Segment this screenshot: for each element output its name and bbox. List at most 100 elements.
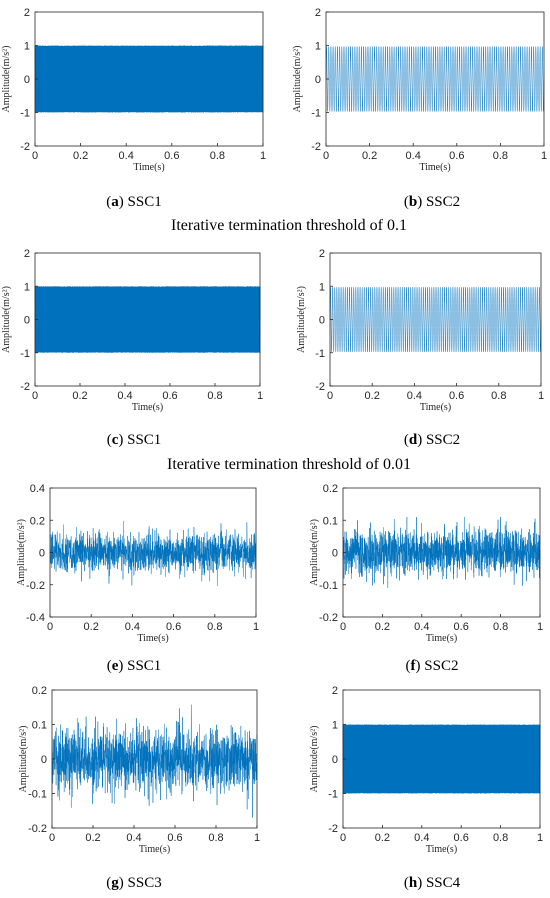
x-tick-label-d-0: 0	[327, 390, 333, 402]
x-tick-label-h-2: 0.4	[414, 832, 429, 844]
caption-a: (a) SSC1	[106, 194, 161, 210]
caption-c: (c) SSC1	[107, 432, 162, 448]
caption-text-d: ) SSC2	[417, 432, 460, 448]
caption-letter-e: e	[112, 658, 119, 674]
y-axis-label-b: Amplitude(m/s²)	[292, 46, 303, 113]
x-tick-label-d-5: 1	[538, 390, 544, 402]
y-tick-label-b-1: -1	[311, 108, 321, 120]
x-tick-label-c-1: 0.2	[72, 390, 87, 402]
caption-letter-f: f	[411, 658, 417, 674]
chart-d: 0 0.2 0.4 0.6 0.8 1 -2 -1 0 1 2 Time(s) Amplitude(m/…	[296, 248, 544, 448]
y-axis-label-e: Amplitude(m/s²)	[16, 519, 27, 586]
y-tick-label-e-2: 0	[39, 548, 45, 560]
x-tick-label-a-1: 0.2	[73, 150, 88, 162]
x-tick-label-b-0: 0	[323, 150, 329, 162]
chart-b: 0 0.2 0.4 0.6 0.8 1 -2 -1 0 1 2 Time(s) Amplitude(m/…	[292, 7, 547, 210]
x-tick-label-c-2: 0.4	[117, 390, 132, 402]
y-tick-label-f-3: 0.1	[323, 515, 338, 527]
y-tick-label-g-3: 0.1	[32, 720, 47, 732]
x-axis-label-f: Time(s)	[426, 633, 457, 644]
y-tick-label-f-4: 0.2	[323, 483, 338, 495]
x-tick-label-h-5: 1	[537, 832, 543, 844]
x-tick-label-c-3: 0.6	[162, 390, 177, 402]
y-tick-label-g-2: 0	[41, 754, 47, 766]
y-tick-label-g-1: -0.1	[28, 789, 47, 801]
y-tick-label-c-4: 2	[24, 248, 30, 260]
y-tick-label-f-2: 0	[332, 548, 338, 560]
x-tick-label-f-1: 0.2	[375, 621, 390, 633]
caption-letter-g: g	[111, 875, 119, 891]
x-tick-label-b-5: 1	[541, 150, 547, 162]
x-axis-label-b: Time(s)	[419, 162, 450, 173]
x-tick-label-b-4: 0.8	[493, 150, 508, 162]
caption-paren-open-b: (	[404, 194, 409, 210]
y-tick-label-h-3: 1	[332, 720, 338, 732]
caption-paren-open-e: (	[107, 658, 112, 674]
signal-line-a	[34, 45, 264, 113]
x-tick-label-f-4: 0.8	[493, 621, 508, 633]
caption-text-f: ) SSC2	[416, 658, 459, 674]
signal-line-b	[325, 46, 545, 112]
section-heading-0.1: Iterative termination threshold of 0.1	[171, 217, 407, 234]
x-tick-label-a-0: 0	[32, 150, 38, 162]
signal-line-h	[342, 724, 541, 794]
y-tick-label-c-0: -2	[20, 381, 30, 393]
caption-letter-b: b	[409, 194, 417, 210]
x-tick-label-f-2: 0.4	[414, 621, 429, 633]
y-tick-label-f-0: -0.2	[319, 612, 338, 624]
y-tick-label-b-4: 2	[315, 7, 321, 19]
x-tick-label-e-4: 0.8	[207, 621, 222, 633]
y-tick-label-d-1: -1	[315, 348, 325, 360]
y-tick-label-h-4: 2	[332, 685, 338, 697]
y-tick-label-c-1: -1	[20, 348, 30, 360]
x-tick-label-a-2: 0.4	[119, 150, 134, 162]
x-tick-label-f-3: 0.6	[454, 621, 469, 633]
y-tick-label-e-0: -0.4	[26, 612, 45, 624]
x-tick-label-d-1: 0.2	[365, 390, 380, 402]
x-tick-label-g-5: 1	[254, 832, 260, 844]
x-tick-label-d-2: 0.4	[407, 390, 422, 402]
y-tick-label-g-4: 0.2	[32, 685, 47, 697]
caption-b: (b) SSC2	[404, 194, 460, 210]
x-tick-label-h-3: 0.6	[454, 832, 469, 844]
x-axis-label-g: Time(s)	[139, 844, 170, 855]
y-tick-label-e-3: 0.2	[30, 515, 45, 527]
x-tick-label-f-0: 0	[340, 621, 346, 633]
x-tick-label-h-1: 0.2	[375, 832, 390, 844]
caption-letter-d: d	[409, 432, 418, 448]
x-tick-label-h-4: 0.8	[493, 832, 508, 844]
y-tick-label-c-3: 1	[24, 281, 30, 293]
caption-text-e: ) SSC1	[118, 658, 161, 674]
y-tick-label-a-2: 0	[24, 74, 30, 86]
x-tick-label-g-0: 0	[49, 832, 55, 844]
caption-letter-a: a	[111, 194, 119, 210]
x-axis-label-c: Time(s)	[132, 402, 163, 413]
y-tick-label-h-1: -1	[328, 789, 338, 801]
signal-line-d	[329, 287, 542, 352]
y-tick-label-d-0: -2	[315, 381, 325, 393]
y-tick-label-a-1: -1	[20, 108, 30, 120]
y-axis-label-a: Amplitude(m/s²)	[1, 46, 12, 113]
x-tick-label-b-2: 0.4	[406, 150, 421, 162]
x-tick-label-a-4: 0.8	[210, 150, 225, 162]
caption-paren-open-f: (	[406, 658, 411, 674]
x-tick-label-e-0: 0	[47, 621, 53, 633]
y-tick-label-d-4: 2	[319, 248, 325, 260]
x-tick-label-d-3: 0.6	[449, 390, 464, 402]
x-tick-label-c-5: 1	[257, 390, 263, 402]
x-tick-label-b-1: 0.2	[362, 150, 377, 162]
y-tick-label-b-0: -2	[311, 141, 321, 153]
x-tick-label-e-1: 0.2	[84, 621, 99, 633]
y-tick-label-a-3: 1	[24, 41, 30, 53]
caption-paren-open-h: (	[404, 875, 409, 891]
x-tick-label-e-2: 0.4	[125, 621, 140, 633]
caption-e: (e) SSC1	[107, 658, 162, 674]
x-tick-label-h-0: 0	[340, 832, 346, 844]
x-tick-label-g-4: 0.8	[208, 832, 223, 844]
y-tick-label-e-1: -0.2	[26, 580, 45, 592]
caption-letter-c: c	[112, 432, 119, 448]
x-tick-label-g-1: 0.2	[85, 832, 100, 844]
y-tick-label-b-3: 1	[315, 41, 321, 53]
caption-d: (d) SSC2	[404, 432, 460, 448]
